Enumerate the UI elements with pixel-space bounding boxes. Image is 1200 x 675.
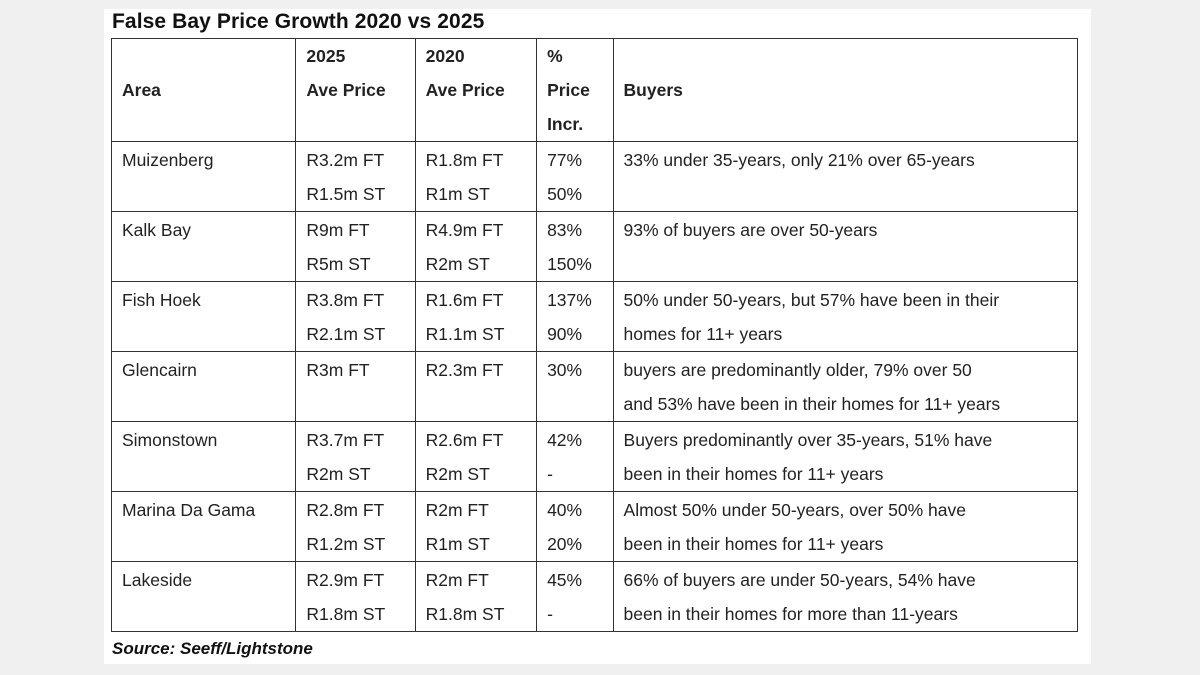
table-row: Simonstown R3.7m FT R2m ST R2.6m FT R2m ST… [110, 421, 1079, 492]
price-2020-cell: R2m FT R1.8m ST [414, 561, 538, 632]
area-cell: Marina Da Gama [110, 491, 297, 562]
buyers-cell: 93% of buyers are over 50-years [612, 211, 1079, 282]
area-cell: Glencairn [110, 351, 297, 422]
document-sheet: False Bay Price Growth 2020 vs 2025 Area… [104, 9, 1091, 664]
price-2020-cell: R4.9m FT R2m ST [414, 211, 538, 282]
header-buyers: Buyers [612, 38, 1079, 142]
header-area: Area [110, 38, 297, 142]
price-increase-cell: 40% 20% [536, 491, 614, 562]
buyers-cell: Buyers predominantly over 35-years, 51% … [612, 421, 1079, 492]
header-price-2025: 2025 Ave Price [295, 38, 416, 142]
source-note: Source: Seeff/Lightstone [112, 639, 313, 658]
area-cell: Lakeside [110, 561, 297, 632]
price-increase-cell: 77% 50% [536, 141, 614, 212]
price-2025-cell: R3.7m FT R2m ST [295, 421, 416, 492]
area-cell: Fish Hoek [110, 281, 297, 352]
buyers-cell: buyers are predominantly older, 79% over… [612, 351, 1079, 422]
table-row: Muizenberg R3.2m FT R1.5m ST R1.8m FT R1m … [110, 141, 1079, 212]
price-2020-cell: R1.6m FT R1.1m ST [414, 281, 538, 352]
price-2025-cell: R3.8m FT R2.1m ST [295, 281, 416, 352]
price-2020-cell: R1.8m FT R1m ST [414, 141, 538, 212]
buyers-cell: 33% under 35-years, only 21% over 65-yea… [612, 141, 1079, 212]
table-title: False Bay Price Growth 2020 vs 2025 [112, 10, 485, 33]
price-increase-cell: 137% 90% [536, 281, 614, 352]
header-row: Area 2025 Ave Price 2020 Ave Price % Price I… [110, 38, 1079, 142]
price-2020-cell: R2.6m FT R2m ST [414, 421, 538, 492]
table-row: Fish Hoek R3.8m FT R2.1m ST R1.6m FT R1.1m… [110, 281, 1079, 352]
buyers-cell: 50% under 50-years, but 57% have been in… [612, 281, 1079, 352]
table-row: Lakeside R2.9m FT R1.8m ST R2m FT R1.8m ST… [110, 561, 1079, 632]
table-row: Marina Da Gama R2.8m FT R1.2m ST R2m FT R1… [110, 491, 1079, 562]
price-2025-cell: R2.8m FT R1.2m ST [295, 491, 416, 562]
price-2025-cell: R3m FT [295, 351, 416, 422]
table-row: Kalk Bay R9m FT R5m ST R4.9m FT R2m ST 83%… [110, 211, 1079, 282]
price-2025-cell: R2.9m FT R1.8m ST [295, 561, 416, 632]
header-price-2020: 2020 Ave Price [414, 38, 538, 142]
area-cell: Kalk Bay [110, 211, 297, 282]
buyers-cell: 66% of buyers are under 50-years, 54% ha… [612, 561, 1079, 632]
buyers-cell: Almost 50% under 50-years, over 50% have… [612, 491, 1079, 562]
price-increase-cell: 42% - [536, 421, 614, 492]
area-cell: Muizenberg [110, 141, 297, 212]
price-growth-table: Area 2025 Ave Price 2020 Ave Price % Price I… [110, 38, 1079, 632]
price-increase-cell: 45% - [536, 561, 614, 632]
price-2020-cell: R2m FT R1m ST [414, 491, 538, 562]
table-row: Glencairn R3m FT R2.3m FT 30% buyers are… [110, 351, 1079, 422]
area-cell: Simonstown [110, 421, 297, 492]
price-2025-cell: R3.2m FT R1.5m ST [295, 141, 416, 212]
price-increase-cell: 83% 150% [536, 211, 614, 282]
header-price-increase: % Price Incr. [536, 38, 614, 142]
price-increase-cell: 30% [536, 351, 614, 422]
price-2020-cell: R2.3m FT [414, 351, 538, 422]
price-2025-cell: R9m FT R5m ST [295, 211, 416, 282]
